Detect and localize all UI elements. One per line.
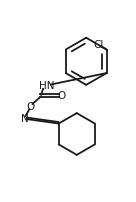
- Text: HN: HN: [39, 81, 55, 92]
- Text: Cl: Cl: [93, 40, 104, 50]
- Text: N: N: [21, 114, 29, 124]
- Text: O: O: [26, 102, 34, 112]
- Text: O: O: [58, 91, 66, 101]
